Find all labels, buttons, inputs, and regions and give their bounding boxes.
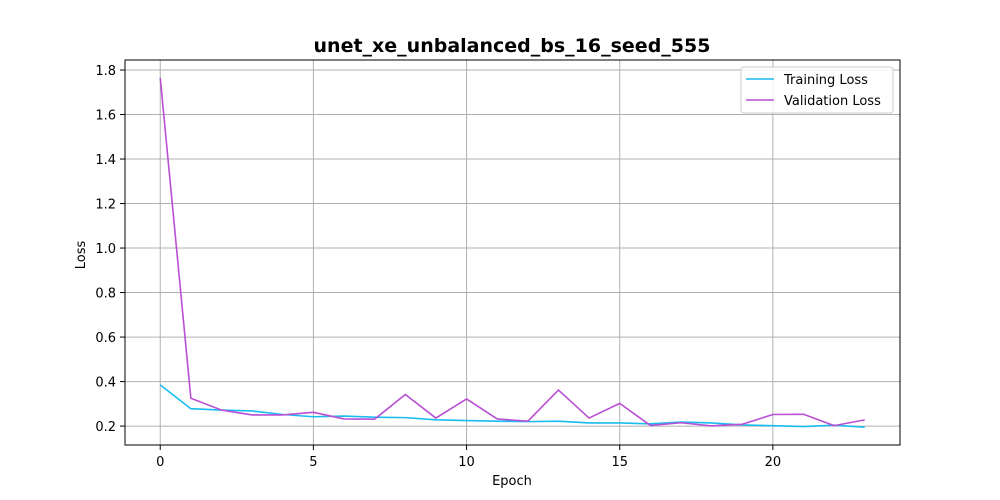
y-tick-label: 1.2 — [95, 198, 116, 213]
x-tick-label: 15 — [611, 455, 628, 470]
training-loss-line — [159, 384, 865, 428]
y-tick-label: 0.4 — [95, 376, 116, 391]
legend: Training Loss Validation Loss — [740, 66, 894, 114]
tick-layer: 0 5 10 15 20 0.2 0.4 0.6 0.8 1.0 1.2 1.4 1.6 1.8 — [95, 64, 781, 470]
legend-entry-training-loss: Training Loss — [783, 73, 868, 88]
grid-layer — [125, 60, 900, 445]
chart-title: unet_xe_unbalanced_bs_16_seed_555 — [314, 35, 711, 57]
series-layer — [159, 77, 865, 428]
x-tick-label: 20 — [765, 455, 782, 470]
plot-frame — [124, 59, 901, 446]
legend-entry-validation-loss: Validation Loss — [784, 94, 881, 109]
validation-loss-line — [159, 77, 865, 427]
x-axis-label: Epoch — [492, 474, 532, 489]
y-tick-label: 1.0 — [95, 242, 116, 257]
y-tick-label: 0.8 — [95, 287, 116, 302]
y-tick-label: 0.2 — [95, 420, 116, 435]
x-tick-label: 5 — [309, 455, 317, 470]
y-tick-label: 1.6 — [95, 109, 116, 124]
legend-box — [740, 66, 894, 114]
x-tick-label: 0 — [156, 455, 164, 470]
y-tick-label: 1.4 — [95, 153, 116, 168]
y-axis-label: Loss — [74, 241, 89, 270]
x-tick-label: 10 — [458, 455, 475, 470]
y-tick-label: 0.6 — [95, 331, 116, 346]
y-tick-label: 1.8 — [95, 64, 116, 79]
